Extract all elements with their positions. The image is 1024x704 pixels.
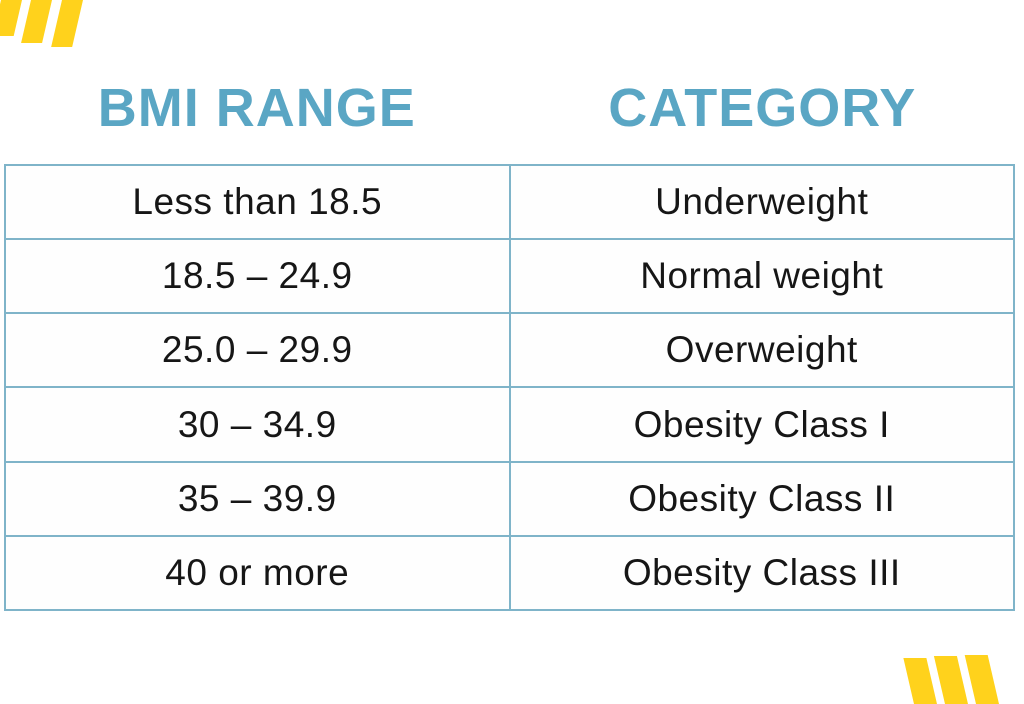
- table-headings: BMI RANGE CATEGORY: [4, 74, 1015, 142]
- stripe-bar-icon: [51, 0, 83, 47]
- table-row: 30 – 34.9 Obesity Class I: [4, 386, 1015, 463]
- stripe-bar-icon: [21, 0, 52, 43]
- category-cell: Obesity Class II: [508, 460, 1015, 537]
- bmi-range-cell: 40 or more: [4, 534, 511, 612]
- stripe-bar-icon: [964, 655, 999, 704]
- category-cell: Overweight: [508, 312, 1015, 389]
- table-row: 35 – 39.9 Obesity Class II: [4, 460, 1015, 537]
- table-row: 25.0 – 29.9 Overweight: [4, 312, 1015, 389]
- table-row: 40 or more Obesity Class III: [4, 534, 1015, 612]
- table-row: 18.5 – 24.9 Normal weight: [4, 238, 1015, 315]
- bmi-range-cell: 18.5 – 24.9: [4, 238, 511, 315]
- stripe-bar-icon: [0, 0, 22, 36]
- bmi-range-heading: BMI RANGE: [97, 78, 416, 138]
- stripe-bar-icon: [903, 658, 937, 704]
- stripe-bar-icon: [933, 656, 968, 704]
- bmi-range-cell: 35 – 39.9: [4, 460, 511, 537]
- bmi-range-cell: 25.0 – 29.9: [4, 312, 511, 389]
- bmi-table: Less than 18.5 Underweight 18.5 – 24.9 N…: [4, 163, 1015, 612]
- category-cell: Normal weight: [508, 238, 1015, 315]
- bmi-range-cell: Less than 18.5: [4, 163, 511, 241]
- category-heading: CATEGORY: [608, 78, 917, 138]
- table-row: Less than 18.5 Underweight: [4, 163, 1015, 241]
- bmi-range-cell: 30 – 34.9: [4, 386, 511, 463]
- category-cell: Obesity Class III: [508, 534, 1015, 612]
- category-cell: Underweight: [508, 163, 1015, 241]
- category-cell: Obesity Class I: [508, 386, 1015, 463]
